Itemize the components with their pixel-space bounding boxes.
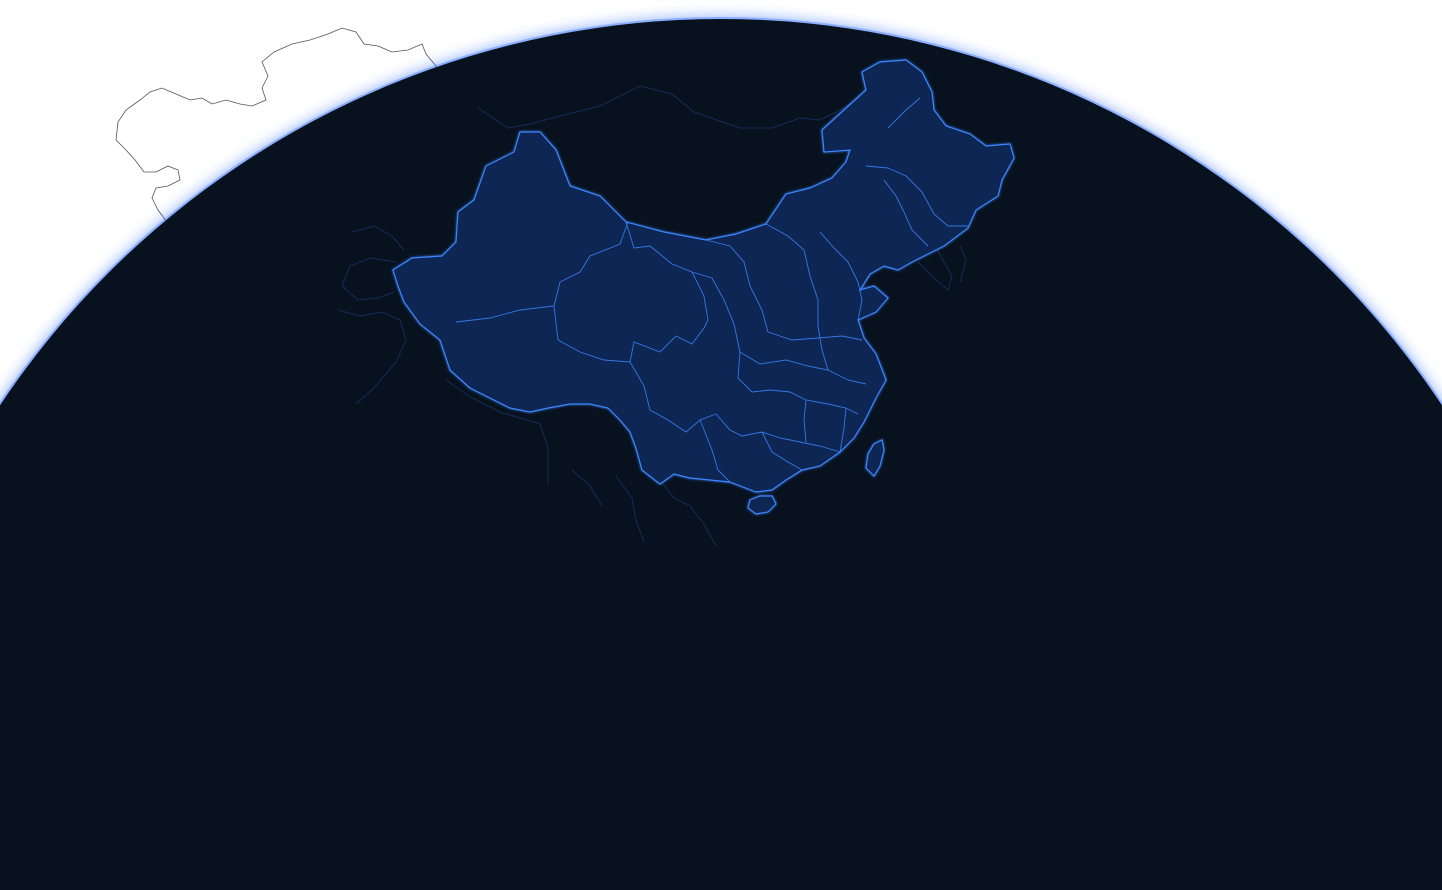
province-boundaries bbox=[455, 97, 968, 483]
focus-country-region[interactable] bbox=[392, 59, 1015, 515]
neighbor-boundaries bbox=[337, 85, 967, 547]
china-taiwan[interactable] bbox=[865, 439, 885, 477]
china-mainland[interactable] bbox=[392, 59, 1015, 493]
china-hainan[interactable] bbox=[747, 495, 777, 515]
